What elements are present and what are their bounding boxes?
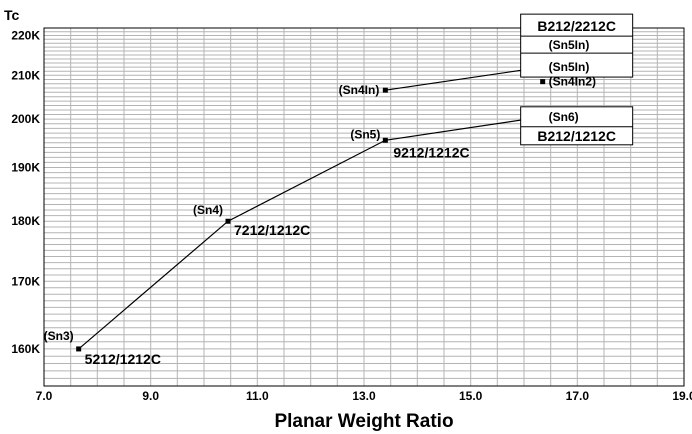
point-label: (Sn5In)	[549, 38, 590, 52]
grid	[43, 27, 685, 387]
data-point	[382, 87, 388, 93]
y-tick-label: 170K	[11, 274, 40, 288]
box-b212-1212c	[520, 106, 634, 146]
point-label: (Sn3)	[44, 329, 74, 343]
point-label: (Sn4)	[193, 203, 223, 217]
y-tick-label: 160K	[11, 342, 40, 356]
x-axis-title: Planar Weight Ratio	[274, 411, 453, 432]
x-tick-label: 9.0	[142, 389, 159, 403]
data-point	[225, 218, 231, 224]
point-label: (Sn4In)	[339, 83, 380, 97]
compound-label: 7212/1212C	[234, 222, 310, 238]
box-title: B212/1212C	[537, 128, 616, 144]
compound-label: 9212/1212C	[393, 144, 469, 160]
y-tick-label: 210K	[11, 68, 40, 82]
y-tick-label: 190K	[11, 160, 40, 174]
point-labels: (Sn3) 5212/1212C (Sn4) 7212/1212C (Sn5) 9212/…	[44, 38, 596, 367]
point-label: (Sn4In2)	[549, 75, 596, 89]
series-line-0	[78, 116, 543, 350]
x-tick-label: 19.0	[672, 389, 692, 403]
y-tick-label: 200K	[11, 112, 40, 126]
y-tick-label: 180K	[11, 214, 40, 228]
data-point	[540, 79, 546, 85]
x-tick-label: 15.0	[459, 389, 483, 403]
y-tick-label: 220K	[11, 29, 40, 43]
y-axis-title: Tc	[4, 7, 20, 23]
compound-label: 5212/1212C	[85, 351, 161, 367]
point-label: (Sn5In)	[549, 60, 590, 74]
series-line-1	[385, 66, 543, 91]
x-tick-label: 7.0	[36, 389, 53, 403]
box-title: B212/2212C	[537, 18, 616, 34]
tick-labels: 7.0 9.0 11.0 13.0 15.0 17.0 19.0 160K 170K 180K 19…	[11, 29, 692, 403]
plot-frame	[43, 27, 685, 387]
x-tick-label: 11.0	[246, 389, 269, 403]
group-boxes: B212/2212C B212/1212C	[520, 13, 634, 146]
data-point	[382, 137, 388, 143]
point-label: (Sn5)	[350, 127, 380, 141]
point-label: (Sn6)	[549, 110, 579, 124]
box-b212-2212c	[520, 13, 634, 78]
x-tick-label: 17.0	[566, 389, 590, 403]
data-point	[76, 346, 82, 352]
x-tick-label: 13.0	[352, 389, 376, 403]
